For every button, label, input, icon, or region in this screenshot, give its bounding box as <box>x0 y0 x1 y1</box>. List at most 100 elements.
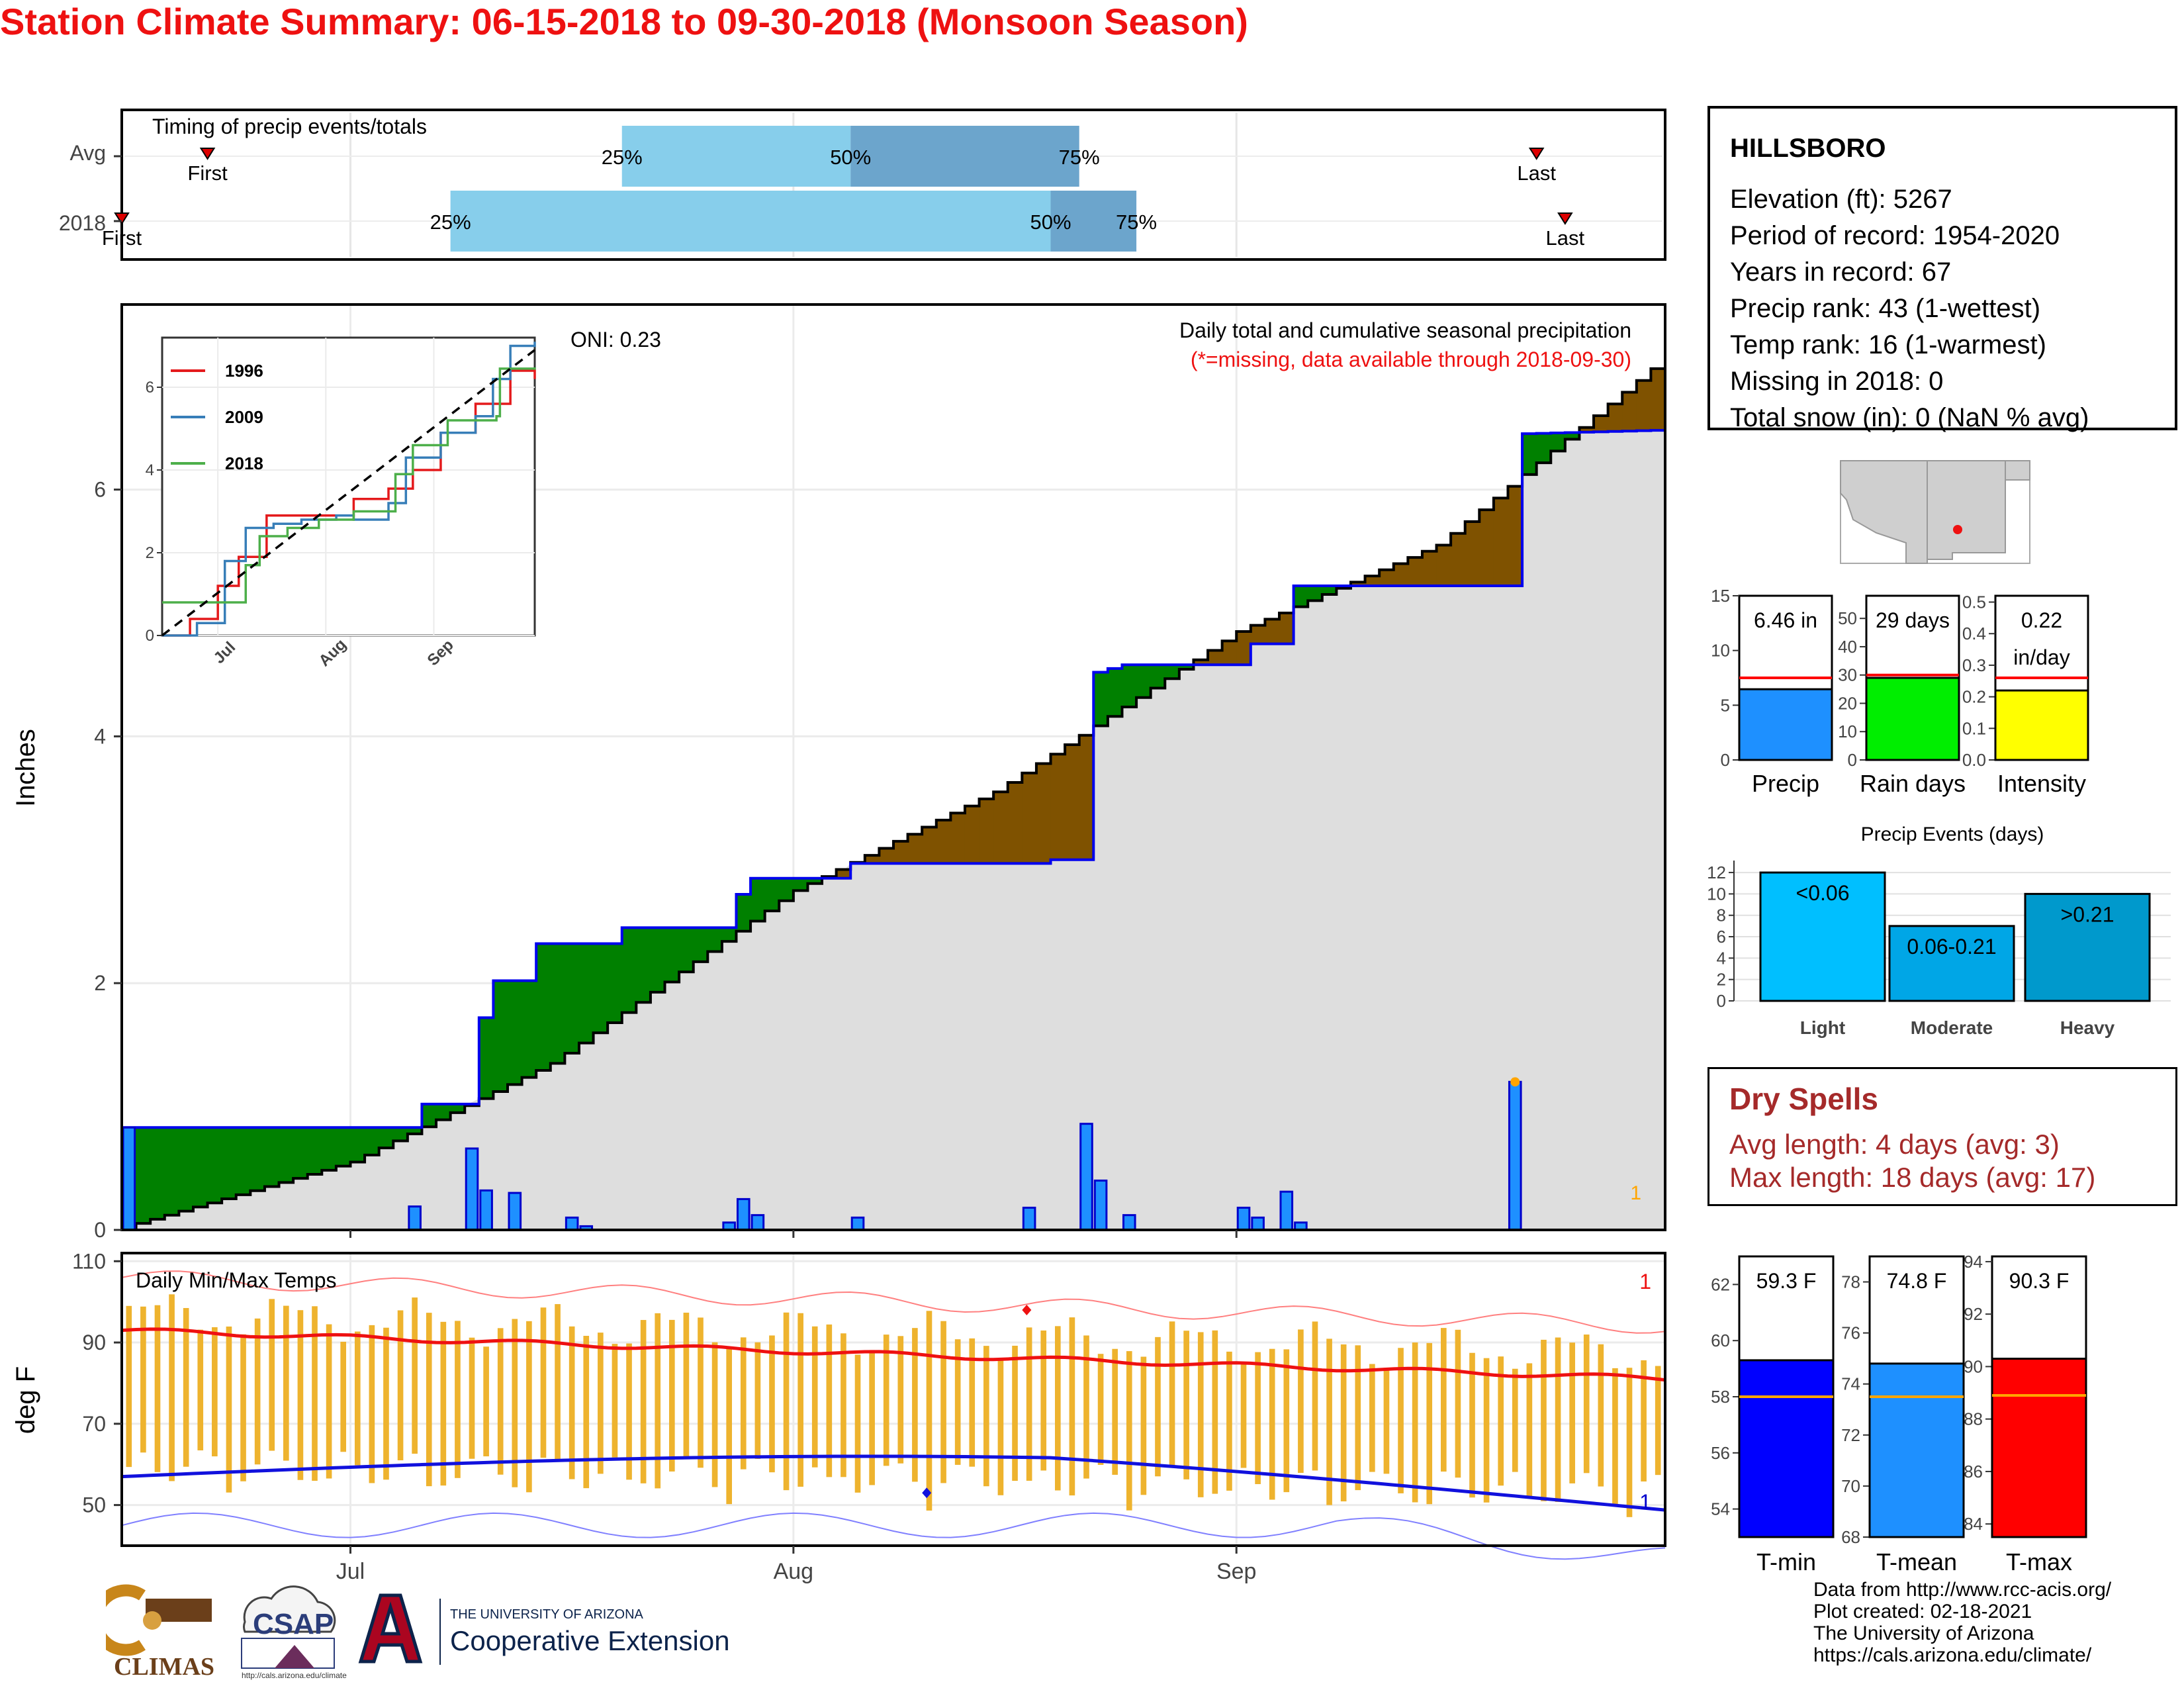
summary-ytick-label-0: 10 <box>1711 641 1730 661</box>
daily-temp-bar <box>1069 1317 1075 1496</box>
daily-temp-bar <box>1054 1326 1061 1491</box>
timing-first-label-row1: First <box>102 226 142 250</box>
daily-temp-bar <box>969 1338 976 1467</box>
credit-university: The University of Arizona <box>1813 1622 2034 1644</box>
precip-deficit-area <box>1579 427 1594 432</box>
daily-temp-bar <box>1398 1348 1404 1493</box>
events-category-label-light: Light <box>1800 1017 1845 1038</box>
daily-temp-bar <box>526 1321 532 1493</box>
daily-temp-bar <box>1512 1368 1518 1472</box>
summary-value-label-1: 29 days <box>1876 608 1950 632</box>
daily-precip-bar <box>1093 1179 1108 1231</box>
daily-temp-bar <box>312 1306 318 1481</box>
daily-temp-bar <box>1140 1356 1147 1495</box>
inset-legend-label-2018: 2018 <box>225 453 263 473</box>
ua-logo: THE UNIVERSITY OF ARIZONA Cooperative Ex… <box>358 1593 730 1665</box>
daily-temp-bar <box>1541 1339 1547 1501</box>
events-value-label-heavy: >0.21 <box>2061 902 2115 926</box>
precip-deficit-area <box>964 806 980 864</box>
temp-record-min-line <box>121 1512 1666 1560</box>
daily-temp-bar <box>426 1313 432 1487</box>
summary-category-label-2: T-max <box>2006 1548 2072 1575</box>
summary-ytick-label-1: 20 <box>1838 693 1857 713</box>
daily-temp-bar <box>1312 1321 1318 1471</box>
daily-precip-bar <box>751 1214 765 1231</box>
precip-surplus-area <box>793 878 809 891</box>
precip-deficit-area <box>1350 582 1366 586</box>
precip-surplus-area <box>736 894 751 931</box>
inset-series-2018 <box>162 367 536 604</box>
events-value-label-light: <0.06 <box>1796 881 1850 905</box>
precip-deficit-area <box>1079 735 1094 860</box>
daily-temp-bar <box>1412 1342 1418 1503</box>
daily-temp-bar <box>1526 1363 1533 1499</box>
daily-temp-bar <box>912 1328 918 1482</box>
precip-deficit-area <box>1007 782 1023 864</box>
summary-value-label-2: 90.3 F <box>2009 1269 2070 1293</box>
svg-text:CSAP: CSAP <box>253 1608 334 1640</box>
summary-value-label-0: 6.46 in <box>1754 608 1817 632</box>
summary-bars: 0 5 10 15 6.46 in Precip 0 10 20 30 40 50 29 days Rai… <box>1711 586 2089 797</box>
precip-deficit-area <box>1022 773 1037 864</box>
daily-temp-bar <box>483 1346 489 1457</box>
summary-ytick-label-0: 60 <box>1711 1331 1730 1350</box>
station-missing: Missing in 2018: 0 <box>1730 367 1944 396</box>
precip-surplus-area <box>222 1127 237 1199</box>
timing-row-avg-label: Avg <box>69 141 106 165</box>
precip-surplus-area <box>650 927 666 992</box>
timing-label: Timing of precip events/totals <box>152 115 427 138</box>
svg-text:Cooperative Extension: Cooperative Extension <box>450 1625 730 1656</box>
temp-min-record-label: 1 <box>1639 1490 1651 1514</box>
daily-temp-bar <box>212 1327 218 1457</box>
precip-ylabel: Inches <box>11 729 40 807</box>
timing-q75-label-row0: 75% <box>1059 146 1100 169</box>
summary-ytick-label-2: 0.1 <box>1962 718 1986 738</box>
precip-ytick-label-0: 0 <box>94 1218 106 1242</box>
credit-url[interactable]: https://cals.arizona.edu/climate/ <box>1813 1644 2092 1666</box>
daily-temp-bar <box>1369 1364 1375 1472</box>
precip-deficit-area <box>1279 613 1295 644</box>
summary-bar-t-min <box>1738 1359 1835 1538</box>
daily-temp-bar <box>726 1346 733 1505</box>
dry-spells-title: Dry Spells <box>1729 1082 1878 1116</box>
inset-ytick-label-0: 0 <box>146 627 154 645</box>
precip-deficit-area <box>907 834 923 864</box>
precip-surplus-area <box>578 943 594 1043</box>
precip-corner-count: 1 <box>1630 1182 1641 1204</box>
precip-surplus-area <box>293 1127 308 1179</box>
station-name: HILLSBORO <box>1730 134 1886 163</box>
precip-surplus-area <box>1522 434 1537 475</box>
daily-precip-bar <box>1079 1123 1093 1231</box>
timing-last-label-row1: Last <box>1546 226 1585 250</box>
precip-deficit-area <box>1265 619 1280 644</box>
daily-temp-bar <box>854 1354 861 1493</box>
precip-deficit-area <box>879 848 894 864</box>
daily-temp-bar <box>1598 1344 1604 1487</box>
daily-temp-bar <box>1641 1360 1647 1482</box>
precip-surplus-area <box>508 980 523 1085</box>
precip-surplus-area <box>1565 432 1580 440</box>
summary-ytick-label-1: 74 <box>1841 1374 1860 1394</box>
daily-temp-bar <box>1326 1338 1332 1505</box>
summary-bar-rain-days <box>1865 677 1960 761</box>
precip-surplus-area <box>1322 585 1337 595</box>
daily-temp-bar <box>1626 1368 1633 1517</box>
precip-surplus-area <box>621 927 637 1013</box>
inset-legend-label-1996: 1996 <box>225 361 263 381</box>
precip-surplus-area <box>379 1127 394 1149</box>
daily-temp-bar <box>1612 1368 1618 1505</box>
station-info-box: HILLSBORO Elevation (ft): 5267 Period of… <box>1707 106 2177 432</box>
summary-ytick-label-2: 0.0 <box>1962 750 1986 770</box>
daily-temp-bar <box>1426 1342 1433 1505</box>
daily-temp-bar <box>440 1321 447 1486</box>
summary-ytick-label-0: 0 <box>1721 750 1730 770</box>
events-value-label-moderate: 0.06-0.21 <box>1907 935 1996 959</box>
events-bar-light <box>1759 871 1886 1002</box>
daily-temp-bar <box>497 1328 504 1475</box>
station-precip-rank: Precip rank: 43 (1-wettest) <box>1730 294 2041 323</box>
temp-ytick-label-110: 110 <box>72 1249 106 1273</box>
precip-deficit-area <box>864 855 880 864</box>
precip-surplus-area <box>636 927 651 1003</box>
precip-deficit-area <box>1636 380 1652 431</box>
